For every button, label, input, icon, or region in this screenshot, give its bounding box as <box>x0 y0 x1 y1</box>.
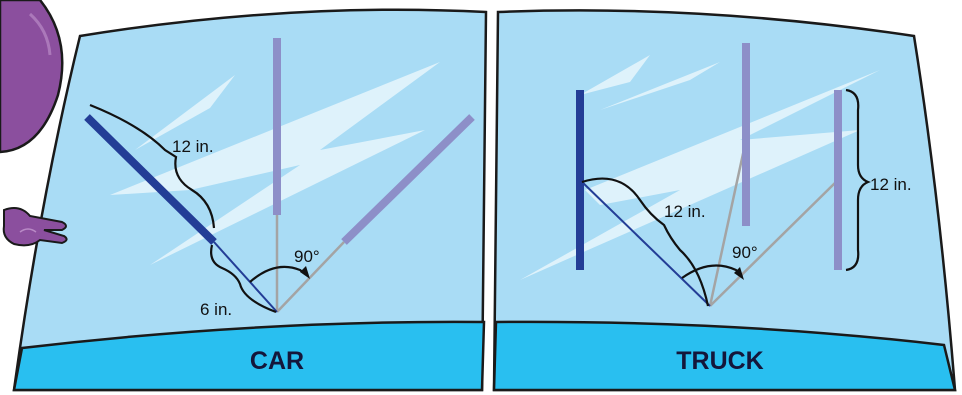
truck-blade-length-label: 12 in. <box>870 175 912 194</box>
truck-glass-reflection <box>520 70 880 280</box>
car-glass-reflection-small <box>135 75 235 150</box>
truck-arm-right <box>709 179 839 307</box>
car-arm-left <box>213 241 278 313</box>
truck-arm-left <box>579 179 711 307</box>
car-panel: CAR 12 in. 6 in. 90° <box>12 8 488 392</box>
car-blade-length-label: 12 in. <box>172 137 214 156</box>
truck-glass-reflection-small <box>580 55 650 95</box>
truck-title: TRUCK <box>676 347 764 375</box>
car-angle-arrowhead <box>300 266 310 279</box>
truck-arm-length-label: 12 in. <box>664 202 706 221</box>
mascot <box>0 0 68 247</box>
car-arm-length-label: 6 in. <box>200 300 232 319</box>
car-title: CAR <box>250 347 304 375</box>
mascot-head-icon <box>0 0 64 154</box>
mascot-hand-detail <box>19 228 37 233</box>
car-blade-left <box>84 114 217 245</box>
car-hood-strip <box>12 320 486 392</box>
car-blade-length-brace <box>89 103 216 229</box>
truck-panel: TRUCK 12 in. 12 in. 90° <box>492 9 957 392</box>
truck-angle-arc <box>681 264 743 279</box>
car-angle-arc <box>249 265 309 283</box>
truck-angle-arrowhead <box>734 267 744 280</box>
truck-hood-strip <box>492 320 957 392</box>
truck-arm-vertical <box>708 139 748 307</box>
car-blade-right <box>341 114 475 245</box>
car-arm-length-brace <box>210 244 277 314</box>
truck-glass-reflection-top <box>600 62 720 110</box>
mascot-head-highlight <box>28 12 52 56</box>
mascot-hand-icon <box>2 207 68 247</box>
car-arm-right <box>276 241 345 313</box>
truck-angle-label: 90° <box>732 243 758 262</box>
truck-arm-length-brace <box>581 177 710 307</box>
car-angle-label: 90° <box>294 247 320 266</box>
truck-blade-length-brace <box>845 88 871 272</box>
